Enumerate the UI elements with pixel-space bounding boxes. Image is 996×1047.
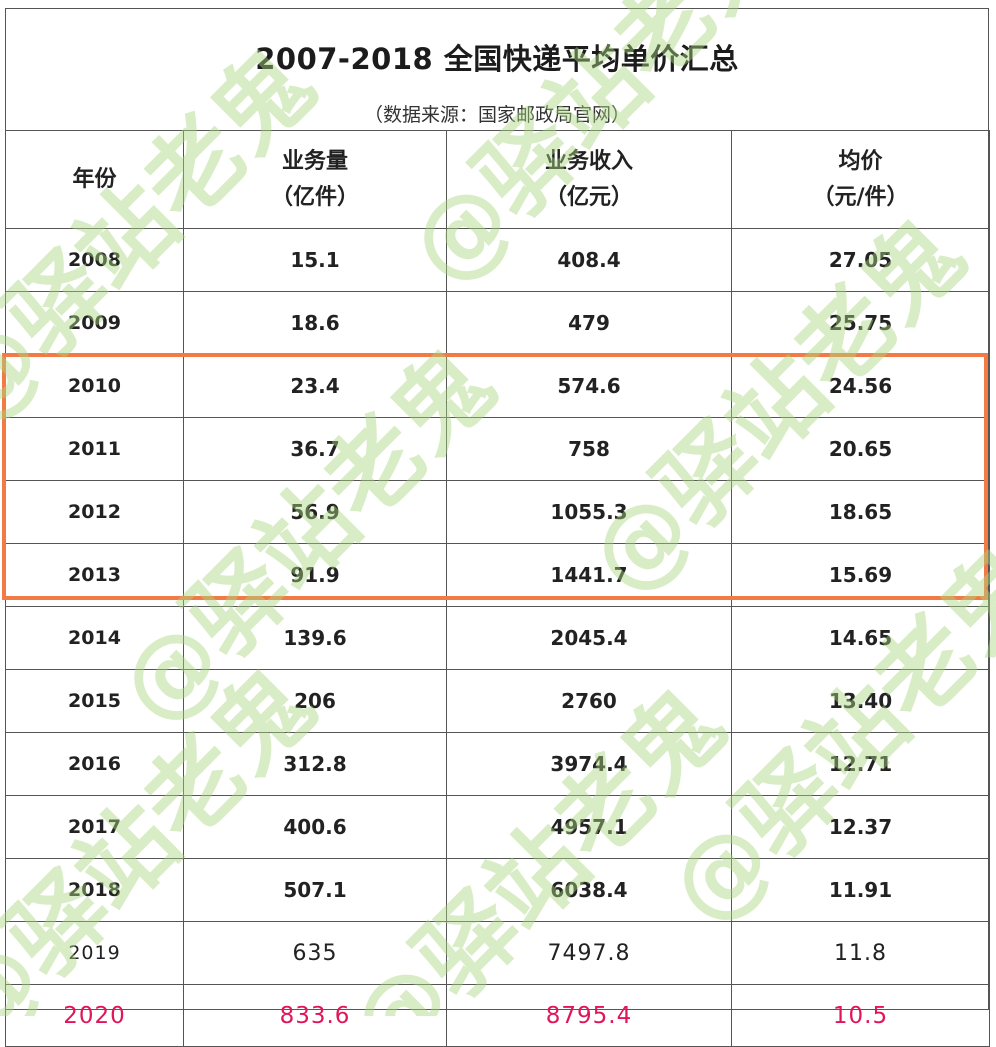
cell-volume: 15.1 — [183, 228, 447, 292]
cell-volume: 56.9 — [183, 480, 447, 544]
cell-year: 2009 — [5, 291, 184, 355]
header-revenue-line1: 业务收入 — [544, 148, 633, 174]
cell-price: 18.65 — [731, 480, 990, 544]
cell-year: 2008 — [5, 228, 184, 292]
header-price: 均价 （元/件） — [731, 130, 990, 229]
table-row: 2012 56.9 1055.3 18.65 — [5, 480, 990, 544]
table-row: 2008 15.1 408.4 27.05 — [5, 228, 990, 292]
cell-revenue: 408.4 — [446, 228, 732, 292]
cell-price: 12.71 — [731, 732, 990, 796]
cell-price: 14.65 — [731, 606, 990, 670]
cell-revenue: 758 — [446, 417, 732, 481]
header-volume-line1: 业务量 — [281, 148, 348, 174]
cell-volume: 400.6 — [183, 795, 447, 859]
cell-price: 27.05 — [731, 228, 990, 292]
header-price-line2: （元/件） — [812, 184, 909, 210]
cell-price: 12.37 — [731, 795, 990, 859]
cell-revenue: 1055.3 — [446, 480, 732, 544]
cell-revenue: 574.6 — [446, 354, 732, 418]
cell-revenue: 2760 — [446, 669, 732, 733]
table-row: 2011 36.7 758 20.65 — [5, 417, 990, 481]
title-block: 2007-2018 全国快递平均单价汇总 （数据来源：国家邮政局官网） — [5, 8, 989, 130]
cell-volume: 36.7 — [183, 417, 447, 481]
table-row: 2010 23.4 574.6 24.56 — [5, 354, 990, 418]
cell-revenue: 3974.4 — [446, 732, 732, 796]
cell-price: 24.56 — [731, 354, 990, 418]
cell-revenue: 2045.4 — [446, 606, 732, 670]
cell-revenue: 4957.1 — [446, 795, 732, 859]
header-revenue-line2: （亿元） — [544, 184, 633, 210]
table-row: 2014 139.6 2045.4 14.65 — [5, 606, 990, 670]
table-row: 2016 312.8 3974.4 12.71 — [5, 732, 990, 796]
cell-year: 2013 — [5, 543, 184, 607]
header-volume: 业务量 （亿件） — [183, 130, 447, 229]
cell-year: 2011 — [5, 417, 184, 481]
cell-price: 11.8 — [731, 921, 990, 985]
cell-price: 20.65 — [731, 417, 990, 481]
header-price-line1: 均价 — [838, 148, 883, 174]
cell-price: 15.69 — [731, 543, 990, 607]
table-row: 2018 507.1 6038.4 11.91 — [5, 858, 990, 922]
cell-revenue: 479 — [446, 291, 732, 355]
table-row: 2017 400.6 4957.1 12.37 — [5, 795, 990, 859]
cell-price: 13.40 — [731, 669, 990, 733]
cell-price: 11.91 — [731, 858, 990, 922]
header-year: 年份 — [5, 130, 184, 229]
cell-volume: 139.6 — [183, 606, 447, 670]
cell-volume: 23.4 — [183, 354, 447, 418]
table-row: 2013 91.9 1441.7 15.69 — [5, 543, 990, 607]
table-row: 2009 18.6 479 25.75 — [5, 291, 990, 355]
cell-volume: 507.1 — [183, 858, 447, 922]
cell-volume: 91.9 — [183, 543, 447, 607]
cell-year: 2016 — [5, 732, 184, 796]
table-row: 2019 635 7497.8 11.8 — [5, 921, 990, 985]
header-volume-line2: （亿件） — [270, 184, 359, 210]
cell-price: 25.75 — [731, 291, 990, 355]
cell-year: 2010 — [5, 354, 184, 418]
cell-volume: 635 — [183, 921, 447, 985]
cell-volume: 18.6 — [183, 291, 447, 355]
page-title: 2007-2018 全国快递平均单价汇总 — [255, 42, 739, 76]
table-row: 2015 206 2760 13.40 — [5, 669, 990, 733]
cell-year: 2012 — [5, 480, 184, 544]
cell-volume: 312.8 — [183, 732, 447, 796]
header-revenue: 业务收入 （亿元） — [446, 130, 732, 229]
cell-year: 2015 — [5, 669, 184, 733]
cell-revenue: 7497.8 — [446, 921, 732, 985]
cell-volume: 206 — [183, 669, 447, 733]
cell-year: 2017 — [5, 795, 184, 859]
page-subtitle: （数据来源：国家邮政局官网） — [363, 104, 630, 126]
table-header-row: 年份 业务量 （亿件） 业务收入 （亿元） 均价 （元/件） — [5, 130, 990, 229]
cell-year: 2018 — [5, 858, 184, 922]
cell-year: 2019 — [5, 921, 184, 985]
cell-revenue: 6038.4 — [446, 858, 732, 922]
price-summary-table: 年份 业务量 （亿件） 业务收入 （亿元） 均价 （元/件） 2008 15.1 4… — [5, 130, 990, 1047]
cell-year: 2014 — [5, 606, 184, 670]
cell-revenue: 1441.7 — [446, 543, 732, 607]
